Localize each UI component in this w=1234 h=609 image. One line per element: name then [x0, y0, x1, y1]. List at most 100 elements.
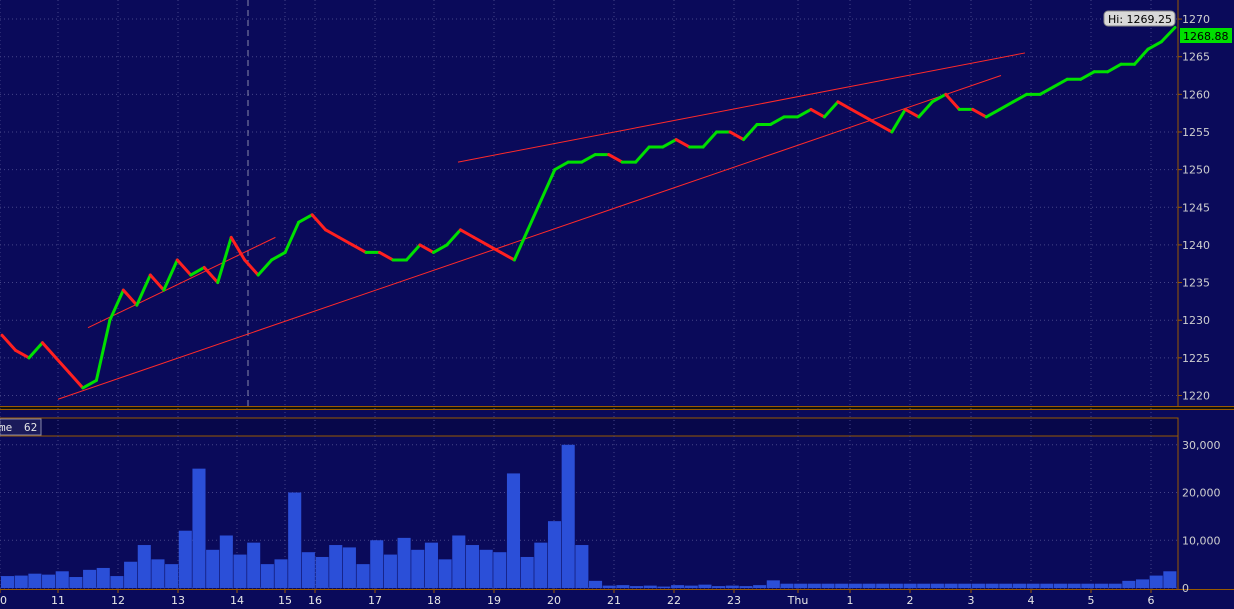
price-segment: [324, 228, 341, 239]
volume-bar: [28, 573, 42, 588]
volume-bar: [684, 585, 698, 588]
volume-bar: [589, 580, 603, 588]
price-segment: [378, 250, 395, 262]
x-tick-label: Thu: [787, 594, 809, 607]
volume-bar: [1067, 583, 1081, 588]
high-marker-box: [1103, 10, 1176, 27]
volume-bar: [274, 559, 288, 588]
price-segment: [944, 92, 961, 111]
price-tick-label: 1230: [1182, 314, 1210, 327]
price-segment: [822, 100, 840, 119]
price-segment: [634, 145, 651, 164]
volume-bar: [630, 586, 644, 588]
x-tick-label: 15: [278, 594, 292, 607]
price-tick-label: 1225: [1182, 352, 1210, 365]
volume-bar: [1094, 583, 1109, 588]
trend-line[interactable]: [457, 52, 1026, 163]
volume-bar: [370, 540, 384, 588]
volume-bar: [657, 586, 671, 588]
volume-bar: [479, 549, 493, 588]
x-tick-label: 20: [547, 594, 561, 607]
price-segment: [863, 115, 880, 126]
volume-bar: [917, 583, 931, 588]
price-segment: [175, 258, 193, 277]
price-segment: [27, 341, 44, 360]
price-segment: [13, 348, 31, 360]
price-segment: [148, 273, 166, 292]
price-segment: [297, 213, 314, 224]
volume-bar: [753, 585, 767, 588]
volume-bar: [14, 575, 28, 588]
volume-bar: [1040, 583, 1054, 588]
price-segment: [0, 333, 17, 352]
volume-bar: [301, 552, 315, 588]
volume-bar: [985, 583, 999, 588]
price-segment: [917, 100, 934, 119]
volume-tick-label: 10,000: [1182, 534, 1221, 547]
price-segment: [485, 243, 503, 254]
volume-bar: [206, 549, 220, 588]
price-segment: [1106, 62, 1123, 74]
volume-bar: [424, 542, 438, 588]
x-tick-label: 12: [111, 594, 125, 607]
volume-bar: [397, 537, 411, 588]
price-segment: [202, 265, 220, 285]
trend-line[interactable]: [57, 75, 1002, 400]
volume-bar: [671, 585, 685, 588]
volume-bar: [165, 564, 179, 588]
trend-line[interactable]: [87, 236, 276, 329]
price-segment: [67, 371, 85, 390]
volume-bar: [835, 583, 849, 588]
price-segment: [94, 318, 112, 382]
volume-bar: [55, 571, 69, 588]
last-price-box: [1180, 28, 1232, 43]
volume-bar: [124, 561, 138, 588]
x-tick-label: 1: [847, 594, 854, 607]
price-tick-label: 1260: [1182, 88, 1210, 101]
price-segment: [836, 100, 853, 111]
price-segment: [108, 288, 125, 322]
price-segment: [351, 243, 368, 254]
volume-bar: [739, 586, 753, 588]
price-segment: [769, 115, 786, 126]
price-segment: [890, 107, 907, 134]
x-tick-label: 18: [427, 594, 441, 607]
price-segment: [539, 168, 557, 202]
volume-bar: [69, 577, 83, 588]
price-segment: [607, 153, 624, 164]
volume-bar: [1108, 583, 1122, 588]
volume-bar: [944, 583, 958, 588]
x-tick-label: 6: [1148, 594, 1155, 607]
x-tick-label: 14: [230, 594, 244, 607]
volume-bar: [616, 585, 630, 588]
price-tick-label: 1240: [1182, 239, 1210, 252]
volume-bar: [219, 535, 233, 588]
price-segment: [1079, 70, 1096, 81]
price-panel[interactable]: [0, 0, 1178, 406]
price-segment: [512, 228, 530, 262]
volume-bar: [821, 583, 835, 588]
x-tick-label: 4: [1028, 594, 1035, 607]
volume-label-box[interactable]: [0, 418, 42, 436]
volume-bar: [342, 547, 356, 588]
price-segment: [283, 220, 301, 254]
price-tick-label: 1235: [1182, 277, 1210, 290]
price-series: [0, 25, 1177, 390]
volume-bar: [876, 583, 890, 588]
volume-bar: [247, 542, 261, 588]
price-segment: [189, 265, 206, 277]
price-segment: [795, 107, 813, 119]
volume-bar: [383, 554, 397, 588]
price-segment: [216, 235, 233, 285]
volume-bar: [1012, 583, 1026, 588]
price-segment: [849, 107, 867, 119]
price-segment: [728, 130, 746, 142]
volume-bar: [712, 586, 726, 588]
volume-bar: [315, 556, 329, 588]
volume-bar: [1122, 580, 1136, 588]
price-tick-label: 1220: [1182, 389, 1210, 402]
volume-bar: [930, 583, 944, 588]
price-segment: [243, 258, 260, 277]
